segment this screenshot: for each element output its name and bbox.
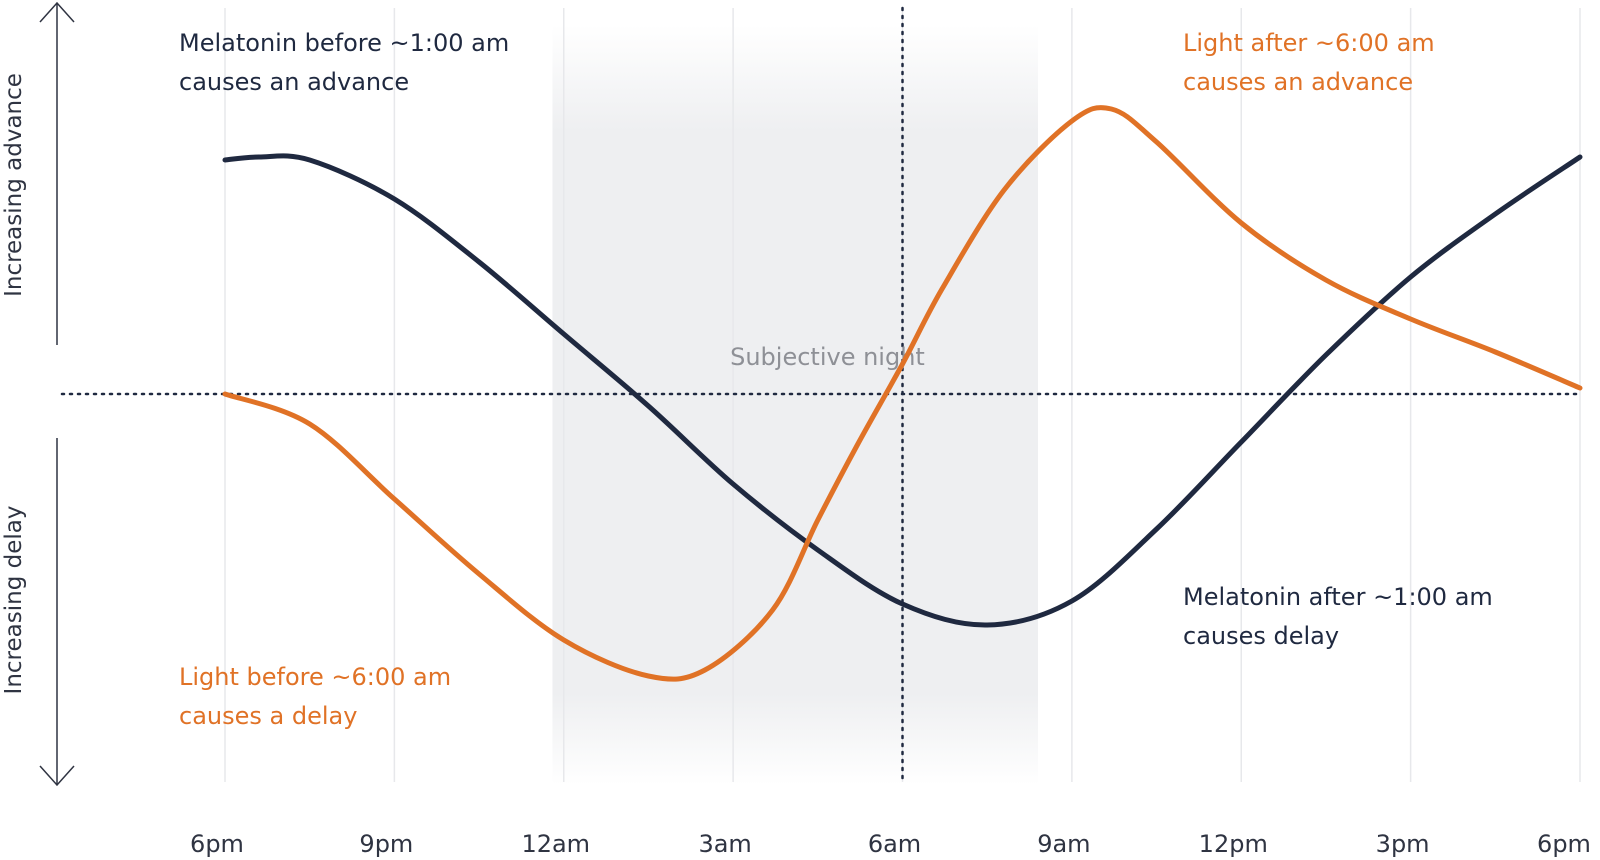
annotation-light-advance: Light after ~6:00 am causes an advance	[1183, 24, 1435, 102]
subjective-night-band	[552, 25, 1038, 785]
x-tick-label: 12pm	[1199, 830, 1268, 858]
annotation-line: causes an advance	[179, 68, 410, 96]
light-series-line	[222, 105, 1583, 682]
delay-arrowhead	[39, 765, 75, 787]
x-tick-label: 6pm	[1537, 830, 1591, 858]
annotation-melatonin-advance: Melatonin before ~1:00 am causes an adva…	[179, 24, 509, 102]
advance-arrowhead	[39, 1, 75, 23]
y-axis-label-advance: Increasing advance	[1, 73, 27, 297]
x-tick-label: 9pm	[359, 830, 413, 858]
annotation-line: causes a delay	[179, 702, 358, 730]
annotation-line: Light before ~6:00 am	[179, 663, 452, 691]
x-tick-labels: 6pm 9pm 12am 3am 6am 9am 12pm 3pm 6pm	[190, 830, 1591, 858]
annotation-melatonin-delay: Melatonin after ~1:00 am causes delay	[1183, 578, 1493, 656]
y-axis-arrows	[39, 1, 75, 787]
annotation-line: causes an advance	[1183, 68, 1414, 96]
annotation-line: Light after ~6:00 am	[1183, 29, 1435, 57]
x-tick-label: 12am	[521, 830, 590, 858]
annotation-light-delay: Light before ~6:00 am causes a delay	[179, 658, 451, 736]
annotation-line: causes delay	[1183, 622, 1340, 650]
x-tick-label: 6pm	[190, 830, 244, 858]
x-tick-label: 9am	[1037, 830, 1090, 858]
x-tick-label: 3am	[698, 830, 751, 858]
melatonin-series-line	[222, 153, 1583, 628]
x-tick-label: 3pm	[1376, 830, 1430, 858]
x-tick-label: 6am	[868, 830, 921, 858]
annotation-line: Melatonin after ~1:00 am	[1183, 583, 1493, 611]
y-axis-label-delay: Increasing delay	[1, 506, 27, 695]
subjective-night-label: Subjective night	[730, 343, 925, 371]
annotation-line: Melatonin before ~1:00 am	[179, 29, 510, 57]
